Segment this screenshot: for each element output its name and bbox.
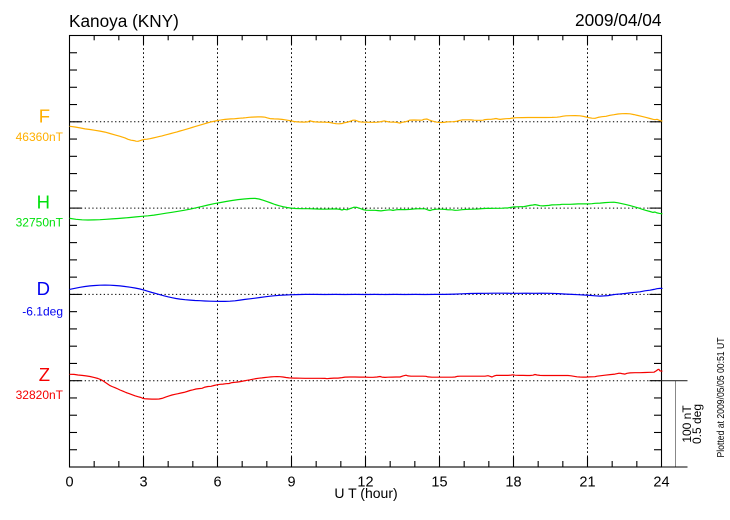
svg-text:Z: Z bbox=[39, 364, 50, 385]
svg-text:18: 18 bbox=[505, 475, 521, 491]
svg-text:9: 9 bbox=[287, 475, 295, 491]
svg-text:Kanoya (KNY): Kanoya (KNY) bbox=[69, 11, 179, 31]
svg-text:U T (hour): U T (hour) bbox=[334, 485, 397, 501]
svg-text:Plotted at 2009/05/05 00:51 UT: Plotted at 2009/05/05 00:51 UT bbox=[715, 337, 727, 457]
svg-text:46360nT: 46360nT bbox=[16, 130, 64, 144]
svg-text:32750nT: 32750nT bbox=[16, 216, 64, 230]
svg-text:100 nT: 100 nT bbox=[680, 405, 694, 443]
svg-text:32820nT: 32820nT bbox=[16, 388, 64, 402]
svg-text:D: D bbox=[37, 278, 50, 299]
svg-text:6: 6 bbox=[213, 475, 221, 491]
svg-text:3: 3 bbox=[139, 475, 147, 491]
svg-text:15: 15 bbox=[431, 475, 447, 491]
svg-text:0: 0 bbox=[65, 475, 73, 491]
svg-text:12: 12 bbox=[357, 475, 373, 491]
svg-text:24: 24 bbox=[653, 475, 669, 491]
svg-text:-6.1deg: -6.1deg bbox=[22, 304, 63, 318]
svg-text:21: 21 bbox=[579, 475, 595, 491]
svg-text:2009/04/04: 2009/04/04 bbox=[575, 10, 662, 30]
svg-text:0.5 deg: 0.5 deg bbox=[690, 404, 704, 444]
svg-text:F: F bbox=[39, 105, 50, 126]
svg-text:H: H bbox=[37, 192, 50, 213]
